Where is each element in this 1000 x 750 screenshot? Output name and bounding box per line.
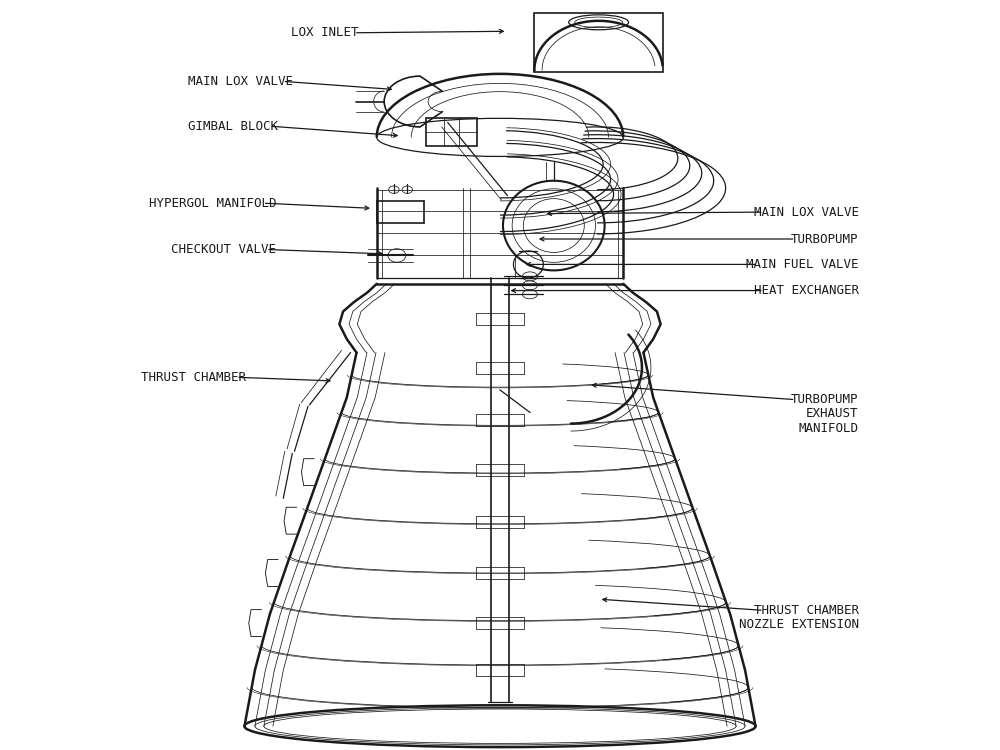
Text: THRUST CHAMBER: THRUST CHAMBER bbox=[754, 604, 859, 616]
Text: HYPERGOL MANIFOLD: HYPERGOL MANIFOLD bbox=[149, 196, 276, 210]
Text: TURBOPUMP: TURBOPUMP bbox=[791, 232, 859, 245]
Text: MAIN LOX VALVE: MAIN LOX VALVE bbox=[754, 206, 859, 218]
Text: TURBOPUMP: TURBOPUMP bbox=[791, 393, 859, 406]
Text: CHECKOUT VALVE: CHECKOUT VALVE bbox=[171, 243, 276, 256]
Text: EXHAUST: EXHAUST bbox=[806, 407, 859, 420]
Text: HEAT EXCHANGER: HEAT EXCHANGER bbox=[754, 284, 859, 297]
Text: GIMBAL BLOCK: GIMBAL BLOCK bbox=[188, 120, 278, 133]
Text: MANIFOLD: MANIFOLD bbox=[799, 422, 859, 435]
Text: NOZZLE EXTENSION: NOZZLE EXTENSION bbox=[739, 618, 859, 631]
Text: MAIN FUEL VALVE: MAIN FUEL VALVE bbox=[746, 258, 859, 271]
Text: MAIN LOX VALVE: MAIN LOX VALVE bbox=[188, 75, 293, 88]
Text: THRUST CHAMBER: THRUST CHAMBER bbox=[141, 370, 246, 384]
Bar bbox=[426, 118, 477, 146]
Text: LOX INLET: LOX INLET bbox=[291, 26, 358, 39]
